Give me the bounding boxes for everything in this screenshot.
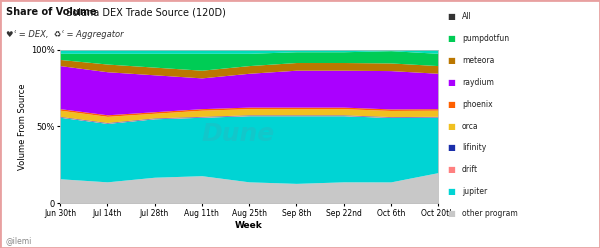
Text: orca: orca <box>462 122 479 130</box>
Text: ■: ■ <box>447 78 455 87</box>
Y-axis label: Volume From Source: Volume From Source <box>17 83 26 170</box>
Text: lifinity: lifinity <box>462 143 486 152</box>
Text: ■: ■ <box>447 34 455 43</box>
Text: ■: ■ <box>447 122 455 130</box>
Text: other program: other program <box>462 209 518 218</box>
Text: @ilemi: @ilemi <box>6 237 32 246</box>
Text: pumpdotfun: pumpdotfun <box>462 34 509 43</box>
Text: Share of Volume: Share of Volume <box>6 7 97 17</box>
Text: ■: ■ <box>447 56 455 65</box>
Text: Dune: Dune <box>201 122 274 146</box>
Text: ♥ʿ = DEX,  ♻ʿ = Aggregator: ♥ʿ = DEX, ♻ʿ = Aggregator <box>6 30 124 39</box>
Text: All: All <box>462 12 472 21</box>
Text: drift: drift <box>462 165 478 174</box>
Text: ■: ■ <box>447 165 455 174</box>
Text: Solana DEX Trade Source (120D): Solana DEX Trade Source (120D) <box>60 7 226 17</box>
Text: raydium: raydium <box>462 78 494 87</box>
Text: ■: ■ <box>447 187 455 196</box>
Text: ■: ■ <box>447 143 455 152</box>
Text: phoenix: phoenix <box>462 100 493 109</box>
Text: ■: ■ <box>447 100 455 109</box>
Text: jupiter: jupiter <box>462 187 487 196</box>
Text: ■: ■ <box>447 209 455 218</box>
Text: ■: ■ <box>447 12 455 21</box>
X-axis label: Week: Week <box>235 221 263 230</box>
Text: meteora: meteora <box>462 56 494 65</box>
